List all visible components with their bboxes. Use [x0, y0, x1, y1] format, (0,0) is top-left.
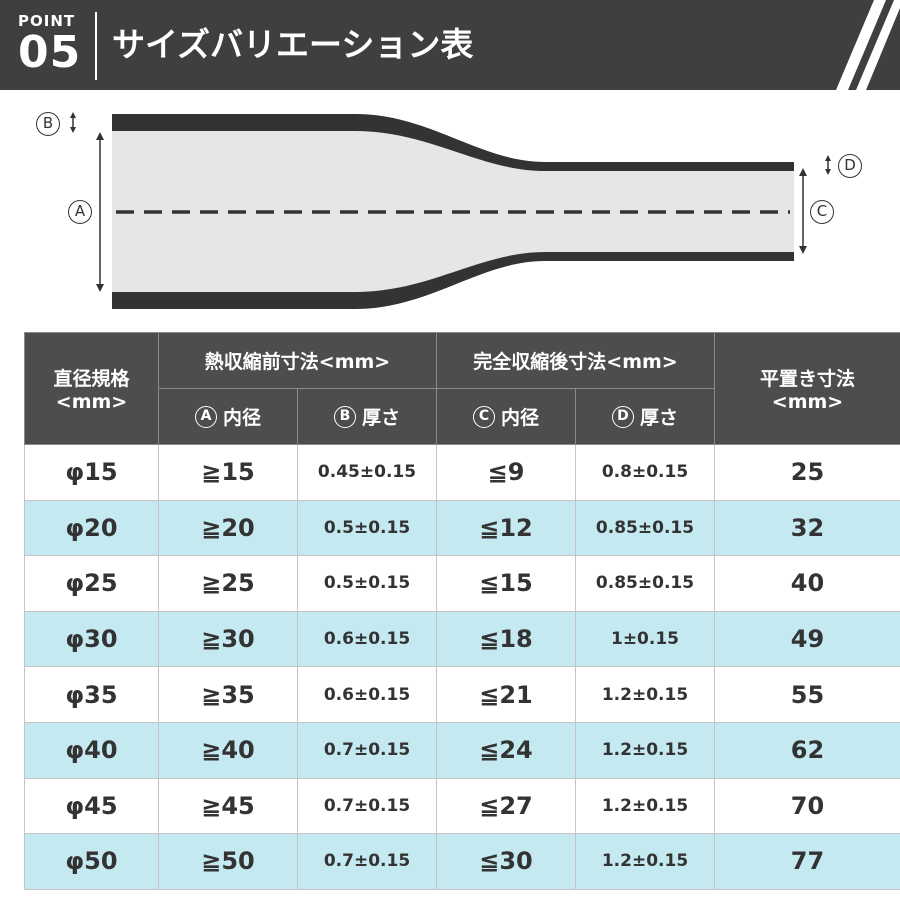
cell-inner-after: ≦12 — [436, 499, 576, 557]
subheader-d-text: 厚さ — [639, 407, 678, 429]
label-b-circle: B — [36, 112, 60, 136]
subheader-b-thickness: B 厚さ — [297, 388, 437, 445]
cell-inner-after: ≦30 — [436, 833, 576, 890]
cell-flat-width: 40 — [714, 555, 900, 612]
subheader-d-circle: D — [611, 405, 634, 428]
size-variation-table: 直径規格 <mm> 熱収縮前寸法<mm> 完全収縮後寸法<mm> 平置き寸法 <… — [24, 332, 900, 890]
cell-thickness-before: 0.5±0.15 — [297, 555, 437, 612]
cell-thickness-before: 0.7±0.15 — [297, 777, 437, 835]
cell-flat-width: 25 — [714, 444, 900, 501]
cell-spec: φ45 — [24, 777, 159, 835]
subheader-c-inner: C 内径 — [436, 388, 576, 445]
cell-thickness-after: 0.85±0.15 — [575, 555, 715, 612]
cell-thickness-after: 1.2±0.15 — [575, 666, 715, 723]
table-row: φ50 ≧50 0.7±0.15 ≦30 1.2±0.15 77 — [24, 833, 900, 890]
cell-inner-before: ≧50 — [158, 833, 298, 890]
table-row: φ30 ≧30 0.6±0.15 ≦18 1±0.15 49 — [24, 610, 900, 668]
cell-spec: φ30 — [24, 610, 159, 668]
cell-spec: φ50 — [24, 833, 159, 890]
cell-inner-after: ≦27 — [436, 777, 576, 835]
header-spec-line2: <mm> — [55, 391, 128, 413]
header-divider — [95, 12, 97, 80]
cell-spec: φ25 — [24, 555, 159, 612]
cell-inner-after: ≦24 — [436, 721, 576, 779]
label-d-circle: D — [838, 154, 862, 178]
table-row: φ25 ≧25 0.5±0.15 ≦15 0.85±0.15 40 — [24, 555, 900, 612]
header-after-shrink: 完全収縮後寸法<mm> — [436, 332, 715, 389]
cell-flat-width: 62 — [714, 721, 900, 779]
subheader-a-circle: A — [194, 405, 217, 428]
cell-thickness-before: 0.6±0.15 — [297, 610, 437, 668]
cell-inner-before: ≧25 — [158, 555, 298, 612]
page-title: サイズバリエーション表 — [112, 25, 474, 64]
subheader-d-thickness: D 厚さ — [575, 388, 715, 445]
cell-inner-after: ≦18 — [436, 610, 576, 668]
cell-inner-after: ≦15 — [436, 555, 576, 612]
cell-inner-before: ≧20 — [158, 499, 298, 557]
cell-thickness-before: 0.5±0.15 — [297, 499, 437, 557]
cell-inner-before: ≧40 — [158, 721, 298, 779]
tube-shape — [70, 112, 831, 309]
cell-inner-after: ≦9 — [436, 444, 576, 501]
point-number: 05 — [18, 27, 82, 78]
cell-thickness-before: 0.7±0.15 — [297, 721, 437, 779]
cell-inner-before: ≧45 — [158, 777, 298, 835]
cell-spec: φ40 — [24, 721, 159, 779]
cell-flat-width: 70 — [714, 777, 900, 835]
table-header-row: 直径規格 <mm> 熱収縮前寸法<mm> 完全収縮後寸法<mm> 平置き寸法 <… — [24, 332, 900, 445]
table-row: φ15 ≧15 0.45±0.15 ≦9 0.8±0.15 25 — [24, 444, 900, 501]
label-a-circle: A — [68, 200, 92, 224]
cell-inner-before: ≧35 — [158, 666, 298, 723]
cell-flat-width: 55 — [714, 666, 900, 723]
cell-spec: φ15 — [24, 444, 159, 501]
header-flat-line2: <mm> — [771, 391, 844, 413]
cell-thickness-after: 0.85±0.15 — [575, 499, 715, 557]
header-spec: 直径規格 <mm> — [24, 332, 159, 445]
cell-flat-width: 77 — [714, 833, 900, 890]
cell-thickness-after: 0.8±0.15 — [575, 444, 715, 501]
cell-thickness-before: 0.6±0.15 — [297, 666, 437, 723]
cell-thickness-after: 1.2±0.15 — [575, 833, 715, 890]
cell-thickness-after: 1±0.15 — [575, 610, 715, 668]
cell-inner-after: ≦21 — [436, 666, 576, 723]
decorative-stripes — [836, 0, 900, 90]
table-row: φ35 ≧35 0.6±0.15 ≦21 1.2±0.15 55 — [24, 666, 900, 723]
table-row: φ45 ≧45 0.7±0.15 ≦27 1.2±0.15 70 — [24, 777, 900, 835]
subheader-c-circle: C — [472, 405, 495, 428]
tube-diagram: B A C D — [0, 90, 900, 330]
subheader-b-text: 厚さ — [361, 407, 400, 429]
header-flat: 平置き寸法 <mm> — [714, 332, 900, 445]
cell-spec: φ35 — [24, 666, 159, 723]
table-row: φ20 ≧20 0.5±0.15 ≦12 0.85±0.15 32 — [24, 499, 900, 557]
cell-thickness-before: 0.7±0.15 — [297, 833, 437, 890]
table-row: φ40 ≧40 0.7±0.15 ≦24 1.2±0.15 62 — [24, 721, 900, 779]
cell-inner-before: ≧15 — [158, 444, 298, 501]
size-table-wrapper: 直径規格 <mm> 熱収縮前寸法<mm> 完全収縮後寸法<mm> 平置き寸法 <… — [24, 332, 900, 890]
cell-spec: φ20 — [24, 499, 159, 557]
table-subheader-row: A 内径 B 厚さ C 内径 D 厚さ — [25, 388, 900, 445]
label-c-circle: C — [810, 200, 834, 224]
subheader-a-inner: A 内径 — [158, 388, 298, 445]
cell-thickness-after: 1.2±0.15 — [575, 777, 715, 835]
cell-thickness-after: 1.2±0.15 — [575, 721, 715, 779]
header-before-shrink: 熱収縮前寸法<mm> — [158, 332, 437, 389]
header-bar: POINT 05 サイズバリエーション表 — [0, 0, 900, 90]
subheader-c-text: 内径 — [500, 407, 539, 429]
cell-inner-before: ≧30 — [158, 610, 298, 668]
header-flat-line1: 平置き寸法 — [759, 368, 855, 390]
cell-flat-width: 49 — [714, 610, 900, 668]
point-label: POINT — [18, 12, 76, 30]
subheader-a-text: 内径 — [222, 407, 261, 429]
cell-thickness-before: 0.45±0.15 — [297, 444, 437, 501]
cell-flat-width: 32 — [714, 499, 900, 557]
header-spec-line1: 直径規格 — [53, 368, 130, 390]
subheader-b-circle: B — [333, 405, 356, 428]
